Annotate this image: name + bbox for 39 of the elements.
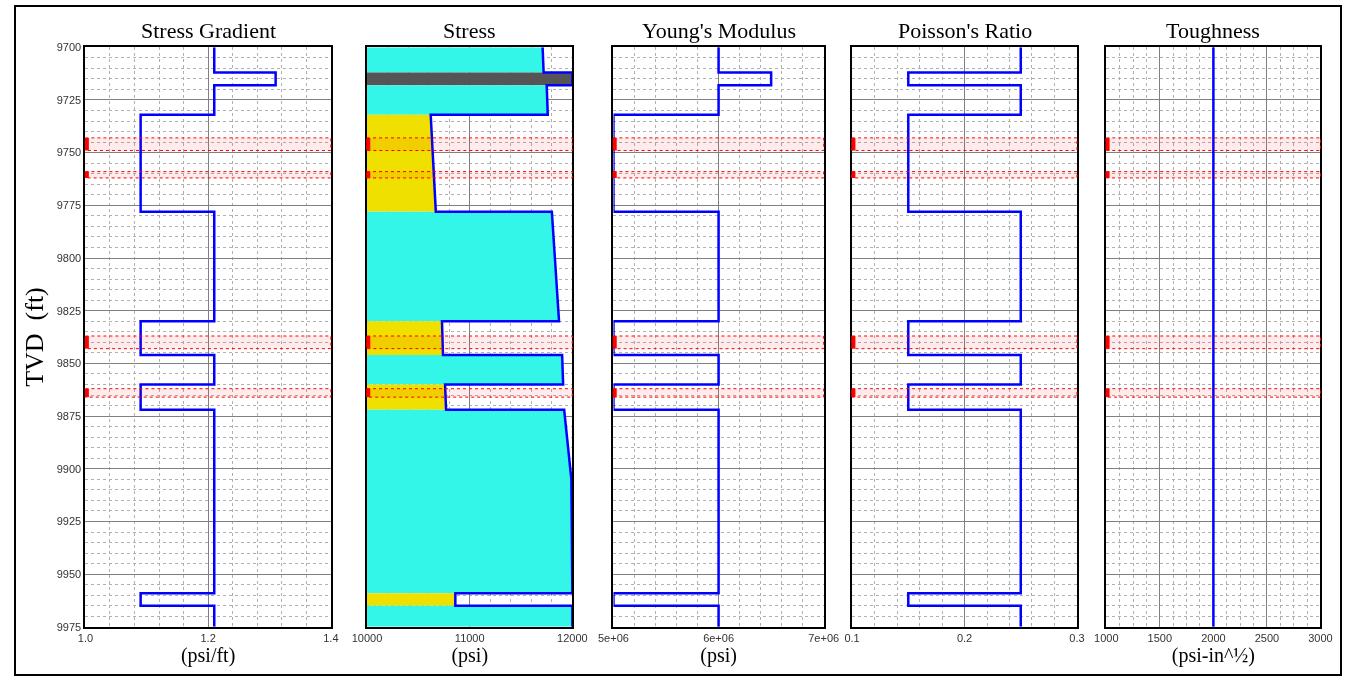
x-tick-label: 0.3 [1069, 632, 1085, 645]
y-tick-label: 9800 [56, 251, 82, 264]
x-tick-label: 2000 [1201, 632, 1226, 645]
x-axis-title: (psi) [451, 644, 489, 668]
y-tick-label: 9825 [56, 304, 82, 317]
x-tick-label: 5e+06 [598, 632, 629, 645]
x-axis-title: (psi/ft) [180, 644, 236, 668]
x-tick-label: 1.0 [77, 632, 94, 645]
x-tick-label: 10000 [351, 632, 383, 645]
x-tick-label: 1000 [1094, 632, 1119, 645]
y-tick-label: 9775 [56, 199, 82, 212]
x-tick-label: 6e+06 [703, 632, 735, 645]
x-tick-label: 12000 [557, 632, 588, 645]
x-tick-label: 11000 [454, 632, 485, 645]
y-axis-title: TVD (ft) [19, 287, 49, 387]
chart-title: Stress [443, 18, 496, 43]
x-tick-label: 0.1 [844, 632, 860, 645]
x-tick-label: 1.2 [200, 632, 216, 645]
y-tick-label: 9975 [56, 620, 82, 633]
chart-title: Stress Gradient [141, 18, 277, 43]
x-axis-title: (psi) [700, 644, 737, 668]
y-tick-label: 9725 [56, 93, 82, 106]
x-axis-title: (psi-in^½) [1171, 644, 1256, 668]
y-tick-label: 9950 [56, 568, 82, 581]
y-tick-label: 9900 [56, 462, 82, 475]
y-tick-label: 9850 [56, 357, 82, 370]
x-tick-label: 3000 [1308, 632, 1333, 645]
x-tick-label: 7e+06 [808, 632, 840, 645]
x-tick-label: 1500 [1147, 632, 1173, 645]
x-tick-label: 0.2 [956, 632, 973, 645]
y-tick-label: 9925 [56, 515, 82, 528]
x-tick-label: 1.4 [323, 632, 339, 645]
y-tick-label: 9875 [56, 409, 82, 422]
y-tick-label: 9700 [56, 41, 82, 54]
chart-title: Toughness [1166, 18, 1260, 43]
y-tick-label: 9750 [56, 146, 82, 159]
x-tick-label: 2500 [1254, 632, 1280, 645]
chart-title: Young's Modulus [642, 18, 796, 43]
chart-title: Poisson's Ratio [898, 18, 1033, 43]
